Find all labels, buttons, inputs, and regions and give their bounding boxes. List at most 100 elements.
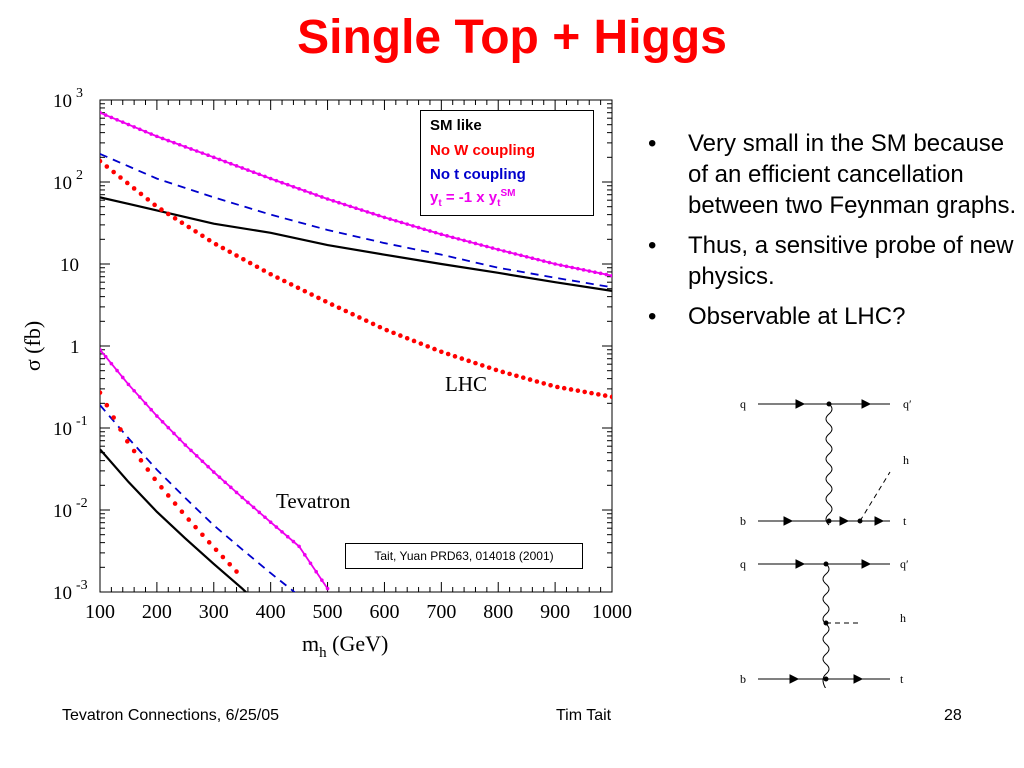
data-point bbox=[246, 168, 250, 172]
y-tick-label: 10 bbox=[60, 255, 79, 276]
data-point bbox=[165, 211, 171, 217]
data-point bbox=[189, 448, 193, 453]
data-point bbox=[132, 388, 136, 393]
data-point bbox=[280, 180, 284, 185]
data-point bbox=[179, 220, 185, 225]
data-point bbox=[602, 393, 608, 398]
data-point bbox=[376, 213, 381, 218]
data-point bbox=[274, 178, 279, 183]
data-point bbox=[559, 263, 563, 267]
data-point bbox=[131, 186, 137, 191]
data-point bbox=[120, 375, 125, 380]
bullet-item: • Very small in the SM because of an effi… bbox=[648, 130, 1017, 219]
data-point bbox=[211, 155, 216, 160]
data-point bbox=[570, 265, 574, 270]
data-point bbox=[172, 216, 178, 221]
label-qprime-bottom: q′ bbox=[900, 557, 909, 571]
data-point bbox=[524, 254, 529, 259]
data-point bbox=[240, 166, 245, 170]
data-point bbox=[143, 401, 148, 406]
series-lhc-dashdot-markers bbox=[100, 110, 612, 278]
data-point bbox=[186, 517, 192, 522]
data-point bbox=[363, 318, 369, 323]
data-point bbox=[104, 402, 110, 408]
data-point bbox=[536, 257, 540, 262]
data-point bbox=[172, 431, 176, 436]
legend-entry-no-t-coupling: No t coupling bbox=[430, 166, 526, 183]
data-point bbox=[547, 260, 552, 265]
x-tick-labels: 100 200 300 400 500 600 700 800 900 1000 bbox=[85, 601, 632, 623]
data-point bbox=[166, 425, 171, 430]
data-point bbox=[350, 311, 355, 317]
data-point bbox=[152, 202, 157, 208]
data-point bbox=[596, 392, 601, 397]
x-tick-label: 700 bbox=[426, 601, 456, 623]
data-point bbox=[291, 184, 296, 189]
series-lhc-dotted bbox=[100, 158, 612, 400]
data-point bbox=[507, 371, 512, 377]
data-point bbox=[316, 295, 321, 301]
data-point bbox=[100, 158, 103, 164]
series-layer bbox=[100, 110, 612, 592]
data-point bbox=[206, 153, 210, 158]
data-point bbox=[268, 520, 273, 524]
data-point bbox=[490, 246, 495, 250]
data-point bbox=[576, 266, 580, 271]
data-point bbox=[206, 464, 210, 469]
x-tick-label: 300 bbox=[199, 601, 229, 623]
data-point bbox=[229, 161, 233, 166]
data-point bbox=[295, 285, 301, 291]
data-point bbox=[425, 344, 430, 349]
axis-ticks bbox=[99, 99, 613, 593]
data-point bbox=[193, 229, 198, 234]
data-point bbox=[206, 237, 212, 243]
data-point bbox=[354, 206, 358, 211]
data-point bbox=[479, 243, 483, 247]
data-point bbox=[234, 164, 239, 168]
data-point bbox=[251, 170, 256, 175]
bullet-list: • Very small in the SM because of an effi… bbox=[646, 128, 1018, 341]
label-qprime-top: q′ bbox=[903, 397, 912, 411]
series-lhc-dashed bbox=[100, 153, 612, 289]
series-lhc-solid bbox=[100, 196, 612, 292]
data-point bbox=[115, 368, 119, 373]
legend-entry-sm-like: SM like bbox=[430, 117, 482, 134]
data-point bbox=[118, 427, 123, 432]
data-point bbox=[541, 381, 547, 386]
data-point bbox=[439, 232, 444, 237]
data-point bbox=[308, 561, 313, 566]
data-point bbox=[365, 210, 370, 214]
data-point bbox=[229, 485, 233, 490]
data-point bbox=[183, 443, 188, 447]
data-point bbox=[103, 113, 108, 117]
data-point bbox=[467, 240, 472, 244]
data-point bbox=[217, 157, 222, 162]
data-point bbox=[314, 193, 318, 197]
data-point bbox=[257, 510, 262, 515]
label-h-top: h bbox=[903, 453, 909, 467]
footer-event: Tevatron Connections, 6/25/05 bbox=[62, 707, 280, 724]
data-point bbox=[530, 256, 535, 261]
data-point bbox=[561, 385, 567, 391]
data-point bbox=[428, 229, 432, 233]
data-point bbox=[371, 211, 375, 216]
x-tick-label: 1000 bbox=[592, 601, 632, 623]
data-point bbox=[336, 305, 342, 311]
data-point bbox=[582, 389, 587, 395]
data-point bbox=[183, 145, 188, 149]
data-point bbox=[194, 149, 199, 153]
series-tevatron-solid bbox=[100, 448, 248, 592]
data-point bbox=[445, 351, 451, 357]
data-point bbox=[575, 388, 581, 393]
legend-entry-no-w-coupling: No W coupling bbox=[430, 142, 535, 159]
data-point bbox=[291, 539, 296, 544]
data-point bbox=[604, 272, 609, 277]
data-point bbox=[263, 515, 267, 520]
data-point bbox=[200, 233, 205, 239]
data-point bbox=[152, 476, 157, 482]
data-point bbox=[297, 544, 301, 549]
data-point bbox=[399, 220, 404, 225]
data-point bbox=[109, 361, 114, 366]
data-point bbox=[514, 373, 519, 379]
